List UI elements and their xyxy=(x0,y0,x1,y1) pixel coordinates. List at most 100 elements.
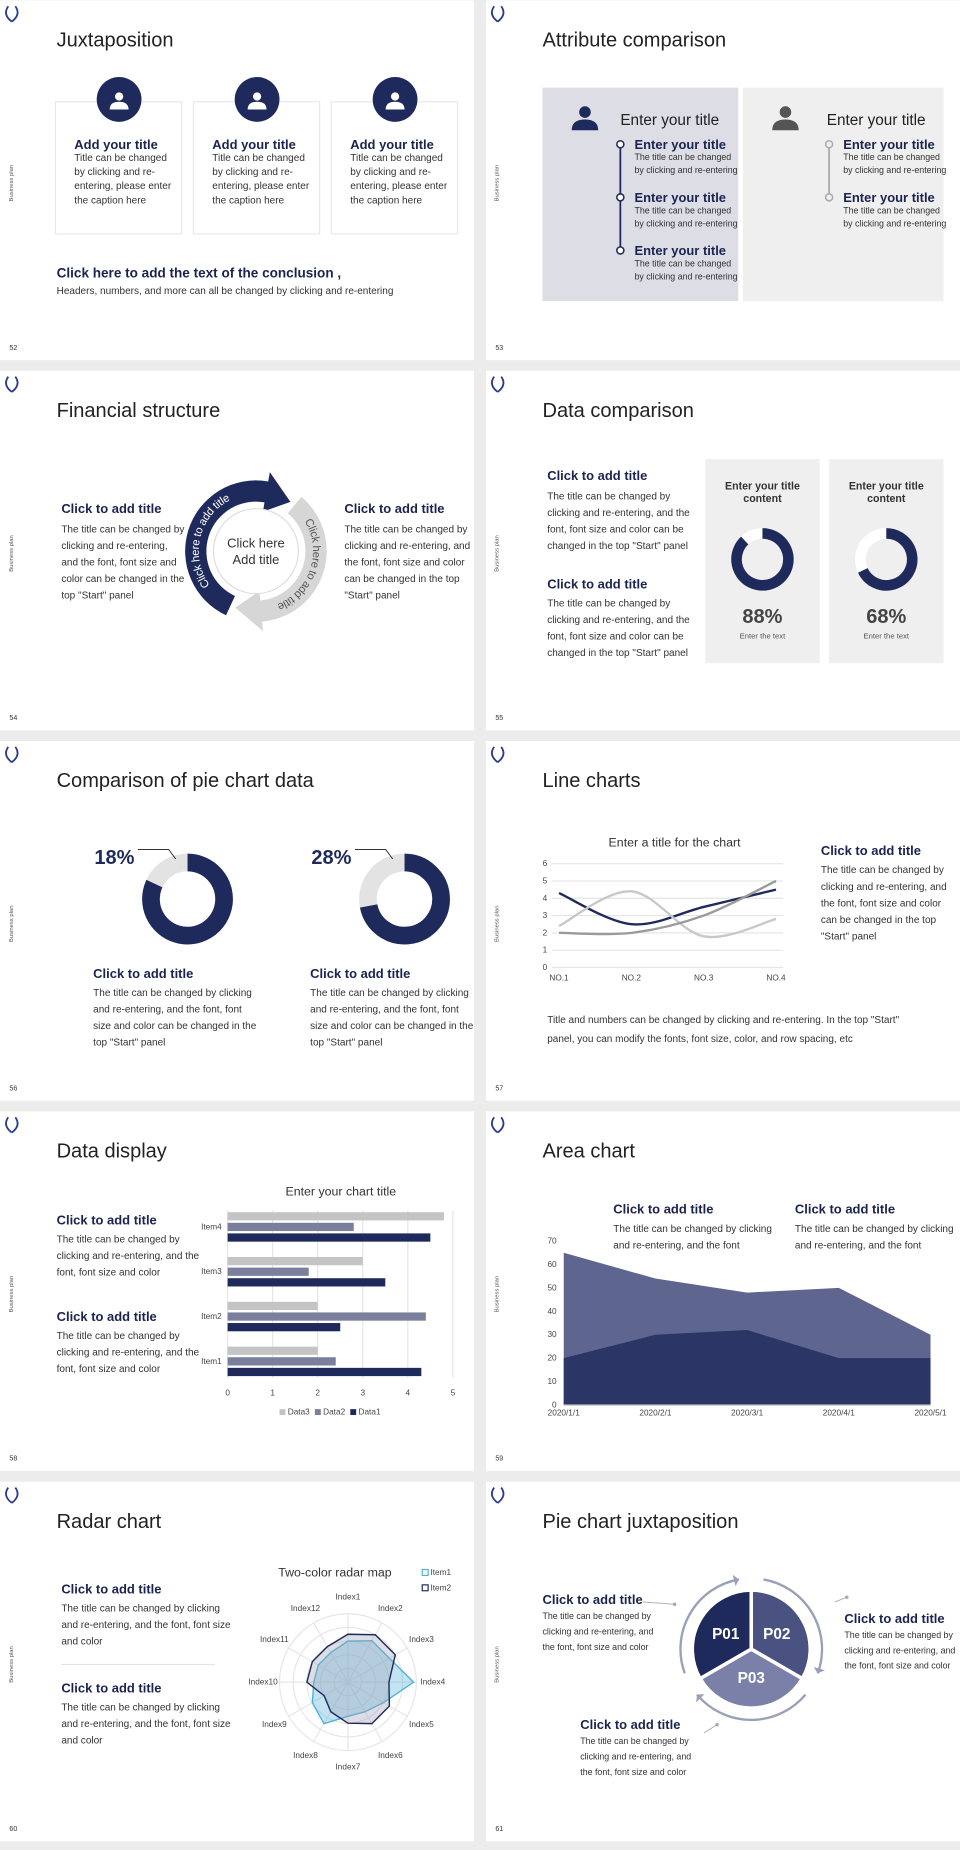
logo xyxy=(5,1116,19,1134)
text-line: The title can be changed by xyxy=(821,865,944,876)
bar xyxy=(227,1346,318,1355)
text-line: and re-entering, and the font xyxy=(795,1240,922,1251)
text-line: The title can be changed by clicking xyxy=(310,988,469,999)
text-line: The title can be changed by xyxy=(580,1736,689,1746)
icon-head xyxy=(779,106,792,118)
text-line: and re-entering, and the font, font size xyxy=(61,1719,231,1730)
text-line: The title can be changed by clicking xyxy=(613,1224,772,1235)
x-tick-label: NO.4 xyxy=(766,974,786,983)
text-line: The title can be changed xyxy=(843,152,940,162)
text-line: changed in the top "Start" panel xyxy=(547,648,688,659)
y-tick-label: 0 xyxy=(543,963,548,972)
slide-title: Pie chart juxtaposition xyxy=(543,1511,739,1533)
card xyxy=(330,101,459,235)
x-tick-label: 2020/5/1 xyxy=(914,1409,947,1418)
legend-label: Item1 xyxy=(430,1568,451,1577)
text-line: by clicking and re- xyxy=(74,167,155,178)
radar-label: Index10 xyxy=(248,1678,278,1687)
legend-swatch xyxy=(350,1409,357,1416)
logo xyxy=(5,5,19,23)
text-line: The title can be changed xyxy=(843,205,940,215)
y-tick-label: 70 xyxy=(547,1237,557,1246)
timeline-dot xyxy=(616,193,625,202)
x-tick-label: 2020/2/1 xyxy=(639,1409,672,1418)
page-number: 58 xyxy=(9,1456,17,1463)
text-line: and re-entering, and the font, font size xyxy=(61,1620,231,1631)
text-line: The title can be changed by xyxy=(61,524,184,535)
text-line: by clicking and re-entering xyxy=(843,218,946,228)
line-series xyxy=(559,879,777,936)
text-line: the font, font size and color xyxy=(821,898,942,909)
item-title: Enter your title xyxy=(634,190,726,205)
timeline-dot xyxy=(824,139,834,149)
block-title: Click to add title xyxy=(844,1611,944,1626)
y-tick-label: Item2 xyxy=(201,1312,222,1321)
side-label: Business plan xyxy=(495,906,501,943)
chart-title: Two-color radar map xyxy=(278,1565,392,1579)
bar xyxy=(227,1222,354,1232)
text-line: the font, font size and color xyxy=(344,557,465,568)
gauge-value: 88% xyxy=(742,606,782,628)
slide-title: Juxtaposition xyxy=(57,29,174,51)
connector-dot xyxy=(845,1595,849,1600)
block-title: Click to add title xyxy=(61,1581,161,1596)
conclusion: Click here to add the text of the conclu… xyxy=(57,265,342,280)
slide: Business plan 60 Radar chart Click to add t… xyxy=(0,1481,475,1842)
text-line: font, font size and color xyxy=(57,1267,161,1278)
radar-label: Index12 xyxy=(291,1604,321,1613)
radar-series xyxy=(311,1639,415,1725)
cycle-arrow xyxy=(235,496,327,632)
text-line: content xyxy=(743,493,782,505)
bar xyxy=(227,1212,444,1221)
item-title: Enter your title xyxy=(843,137,935,152)
timeline-dot xyxy=(616,139,625,149)
radar-label: Index8 xyxy=(293,1751,318,1760)
y-tick-label: 10 xyxy=(547,1377,557,1386)
text-line: by clicking and re- xyxy=(212,167,293,178)
text-line: The title can be changed xyxy=(634,205,731,215)
donut-label: 28% xyxy=(311,847,351,869)
text-line: and re-entering, and the font, font xyxy=(310,1004,459,1015)
radar-label: Index5 xyxy=(409,1720,434,1729)
bar xyxy=(227,1301,318,1311)
text-line: content xyxy=(867,493,906,505)
timeline-dot xyxy=(616,246,625,255)
block-title: Click to add title xyxy=(57,1212,157,1227)
bar xyxy=(227,1256,363,1266)
radar-label: Index3 xyxy=(409,1635,434,1644)
bar xyxy=(227,1233,431,1242)
radar-label: Index6 xyxy=(378,1751,403,1760)
text-line: Add title xyxy=(232,552,279,567)
gauge-caption: Enter the text xyxy=(740,632,786,641)
x-tick-label: 5 xyxy=(451,1389,456,1398)
text-line: Title can be changed xyxy=(350,153,443,164)
slide: Business plan 59 Area chart Click to add ti… xyxy=(485,1111,960,1472)
text-line: and re-entering, and the font, font xyxy=(93,1004,242,1015)
logo xyxy=(491,1487,505,1504)
block-title: Click to add title xyxy=(821,843,921,858)
panel-heading: Enter your title xyxy=(827,112,926,129)
text-line: Enter your title xyxy=(849,480,924,492)
legend-swatch xyxy=(314,1409,321,1416)
leader-line xyxy=(137,849,177,860)
text-line: "Start" panel xyxy=(821,931,877,942)
side-label: Business plan xyxy=(9,1646,15,1683)
text-line: Click here xyxy=(227,535,285,550)
text-line: the caption here xyxy=(212,195,284,206)
y-tick-label: 1 xyxy=(543,946,548,955)
donut-share xyxy=(146,853,189,888)
pie-ring-arrow xyxy=(813,1667,825,1674)
gauge-box xyxy=(705,459,820,664)
block-title: Click to add title xyxy=(795,1202,895,1217)
y-tick-label: 2 xyxy=(543,928,548,937)
legend-label: Data1 xyxy=(359,1408,381,1417)
text-line: The title can be changed by clicking xyxy=(93,988,252,999)
side-label: Business plan xyxy=(495,165,501,202)
card-title: Add your title xyxy=(74,137,158,152)
icon-body xyxy=(247,101,267,110)
icon-body xyxy=(385,101,405,110)
x-tick-label: 2 xyxy=(315,1389,320,1398)
y-tick-label: 5 xyxy=(543,876,548,885)
slide: Business plan 58 Data display Click to add … xyxy=(0,1111,475,1472)
gauge-caption: Enter the text xyxy=(864,632,910,641)
